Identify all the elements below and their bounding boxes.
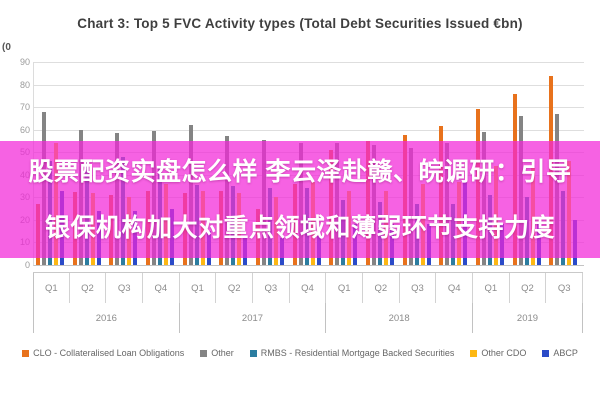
x-axis-quarter-cell: Q3 bbox=[400, 273, 437, 303]
y-axis-tick-label: 70 bbox=[19, 102, 30, 113]
y-axis-tick-label: 60 bbox=[19, 124, 30, 135]
x-axis-quarter-cell: Q1 bbox=[33, 273, 70, 303]
x-axis-quarter-cell: Q1 bbox=[180, 273, 217, 303]
x-axis-quarter-cell: Q2 bbox=[363, 273, 400, 303]
x-axis-year-cell: 2018 bbox=[326, 303, 473, 333]
overlay-text-line2: 银保机构加大对重点领域和薄弱环节支持力度 bbox=[44, 213, 555, 242]
chart-title: Chart 3: Top 5 FVC Activity types (Total… bbox=[77, 16, 523, 31]
legend-swatch-icon bbox=[249, 349, 257, 357]
legend-item: CLO - Collateralised Loan Obligations bbox=[22, 348, 184, 358]
legend-item: Other bbox=[200, 348, 234, 358]
legend-item: Other CDO bbox=[470, 348, 526, 358]
x-axis-quarter-cell: Q3 bbox=[106, 273, 143, 303]
x-axis-year-cell: 2019 bbox=[473, 303, 583, 333]
x-axis-quarter-cell: Q3 bbox=[253, 273, 290, 303]
x-axis-year-cell: 2016 bbox=[33, 303, 180, 333]
x-axis-quarter-cell: Q4 bbox=[143, 273, 180, 303]
legend-label: Other bbox=[211, 348, 234, 358]
legend-label: ABCP bbox=[553, 348, 578, 358]
x-axis-quarter-cell: Q2 bbox=[70, 273, 107, 303]
y-axis-tick-label: 80 bbox=[19, 79, 30, 90]
x-axis-table: Q1 Q2 Q3 Q4 Q1 Q2 Q3 Q4 Q1 Q2 Q3 Q4 Q1 Q2 Q3 2016 2017 2… bbox=[33, 272, 583, 333]
legend-label: Other CDO bbox=[481, 348, 527, 358]
legend-label: RMBS - Residential Mortgage Backed Secur… bbox=[260, 348, 455, 358]
grid-line bbox=[34, 84, 584, 86]
legend-swatch-icon bbox=[200, 349, 208, 357]
legend-label: CLO - Collateralised Loan Obligations bbox=[33, 348, 185, 358]
legend-swatch-icon bbox=[470, 349, 478, 357]
legend-swatch-icon bbox=[542, 349, 550, 357]
x-axis-quarter-cell: Q3 bbox=[546, 273, 583, 303]
legend: CLO - Collateralised Loan Obligations Oth… bbox=[0, 348, 600, 358]
overlay-text-line1: 股票配资实盘怎么样 李云泽赴赣、皖调研：引导 bbox=[28, 157, 572, 186]
overlay-banner: 股票配资实盘怎么样 李云泽赴赣、皖调研：引导 银保机构加大对重点领域和薄弱环节支… bbox=[0, 141, 600, 258]
legend-swatch-icon bbox=[22, 349, 30, 357]
x-axis-quarter-cell: Q2 bbox=[510, 273, 547, 303]
x-axis-quarter-cell: Q2 bbox=[216, 273, 253, 303]
y-axis-tick-label: 0 bbox=[24, 260, 30, 270]
x-axis-year-cell: 2017 bbox=[180, 303, 327, 333]
grid-line bbox=[34, 129, 584, 131]
y-axis-tick-label: 90 bbox=[19, 57, 30, 67]
grid-line bbox=[34, 107, 584, 109]
x-axis-quarter-cell: Q1 bbox=[473, 273, 510, 303]
legend-item: ABCP bbox=[542, 348, 578, 358]
x-axis-quarter-row: Q1 Q2 Q3 Q4 Q1 Q2 Q3 Q4 Q1 Q2 Q3 Q4 Q1 Q2 Q3 bbox=[33, 273, 583, 303]
corner-artifact-mark: (0 bbox=[2, 42, 11, 53]
grid-line bbox=[34, 62, 584, 63]
x-axis-quarter-cell: Q4 bbox=[436, 273, 473, 303]
x-axis-quarter-cell: Q1 bbox=[326, 273, 363, 303]
legend-item: RMBS - Residential Mortgage Backed Secur… bbox=[249, 348, 455, 358]
x-axis-quarter-cell: Q4 bbox=[290, 273, 327, 303]
x-axis-year-row: 2016 2017 2018 2019 bbox=[33, 303, 583, 333]
